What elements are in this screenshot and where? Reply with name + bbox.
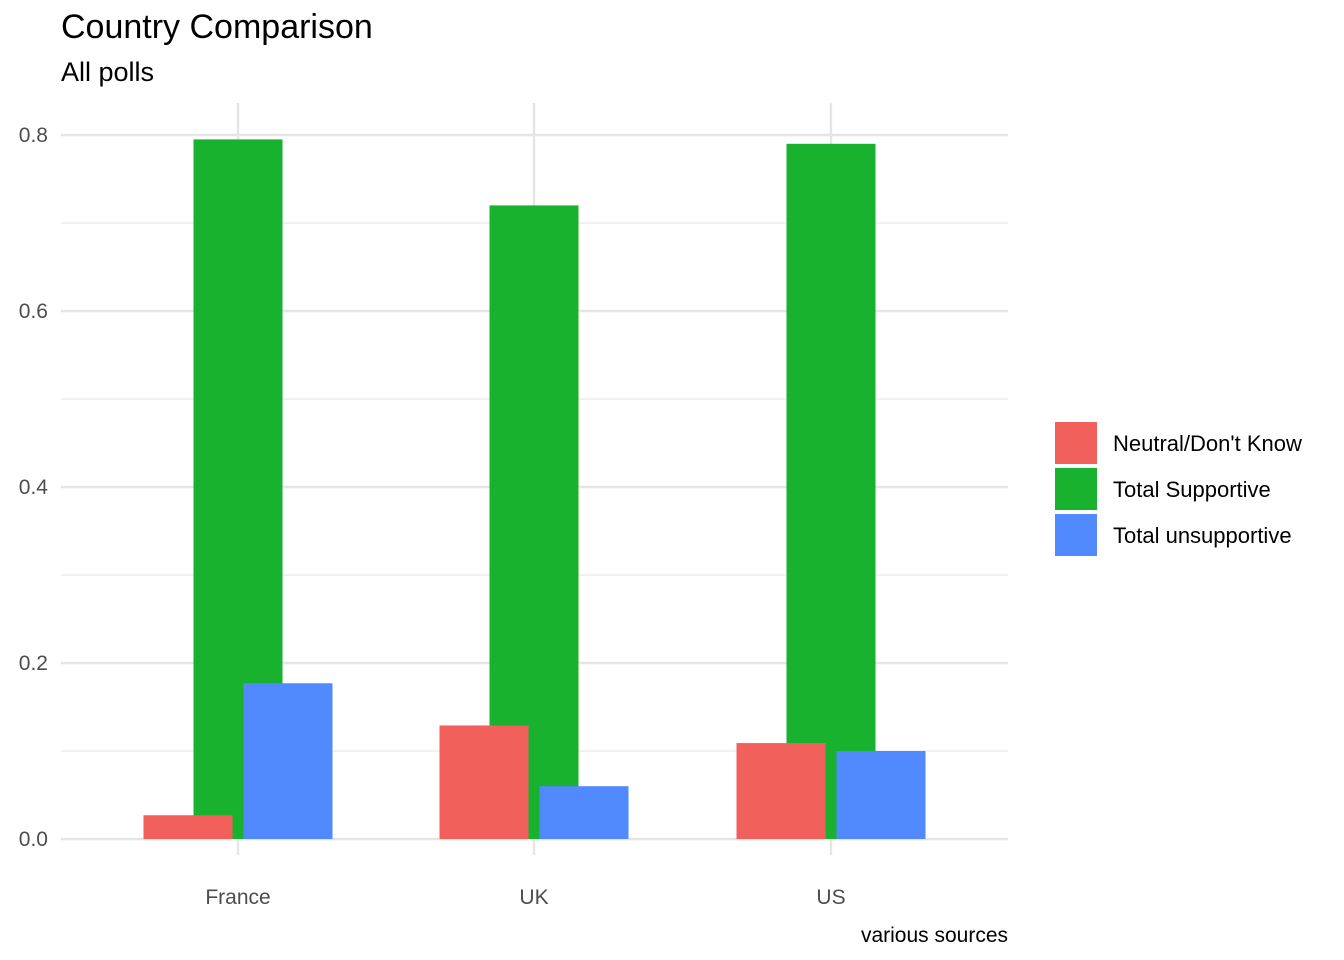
chart-subtitle: All polls bbox=[61, 57, 155, 87]
y-tick-label: 0.6 bbox=[19, 300, 48, 323]
y-tick-label: 0.2 bbox=[19, 652, 48, 675]
legend-label: Neutral/Don't Know bbox=[1113, 431, 1302, 456]
x-tick-label: US bbox=[816, 886, 845, 909]
bar-uk-neutral-don-t-know bbox=[439, 725, 529, 839]
chart-title: Country Comparison bbox=[61, 8, 373, 46]
legend-swatch bbox=[1055, 514, 1097, 556]
y-axis-ticks: 0.0 0.2 0.4 0.6 0.8 bbox=[19, 124, 49, 851]
legend: Neutral/Don't Know Total Supportive Total … bbox=[1055, 422, 1302, 556]
y-tick-label: 0.0 bbox=[19, 828, 48, 851]
x-tick-label: UK bbox=[519, 886, 548, 909]
y-tick-label: 0.4 bbox=[19, 476, 49, 499]
bar-us-total-unsupportive bbox=[836, 751, 926, 839]
x-axis-ticks: France UK US bbox=[205, 886, 845, 909]
bar-us-neutral-don-t-know bbox=[736, 743, 826, 839]
chart-caption: various sources bbox=[861, 924, 1008, 947]
bar-uk-total-unsupportive bbox=[539, 786, 629, 839]
x-tick-label: France bbox=[205, 886, 270, 909]
bars bbox=[143, 139, 926, 840]
bar-france-neutral-don-t-know bbox=[143, 815, 233, 839]
legend-swatch bbox=[1055, 422, 1097, 464]
legend-label: Total Supportive bbox=[1113, 477, 1271, 502]
legend-label: Total unsupportive bbox=[1113, 523, 1292, 548]
bar-us-total-supportive bbox=[786, 143, 876, 840]
bar-france-total-unsupportive bbox=[243, 683, 333, 839]
legend-swatch bbox=[1055, 468, 1097, 510]
y-tick-label: 0.8 bbox=[19, 124, 48, 147]
